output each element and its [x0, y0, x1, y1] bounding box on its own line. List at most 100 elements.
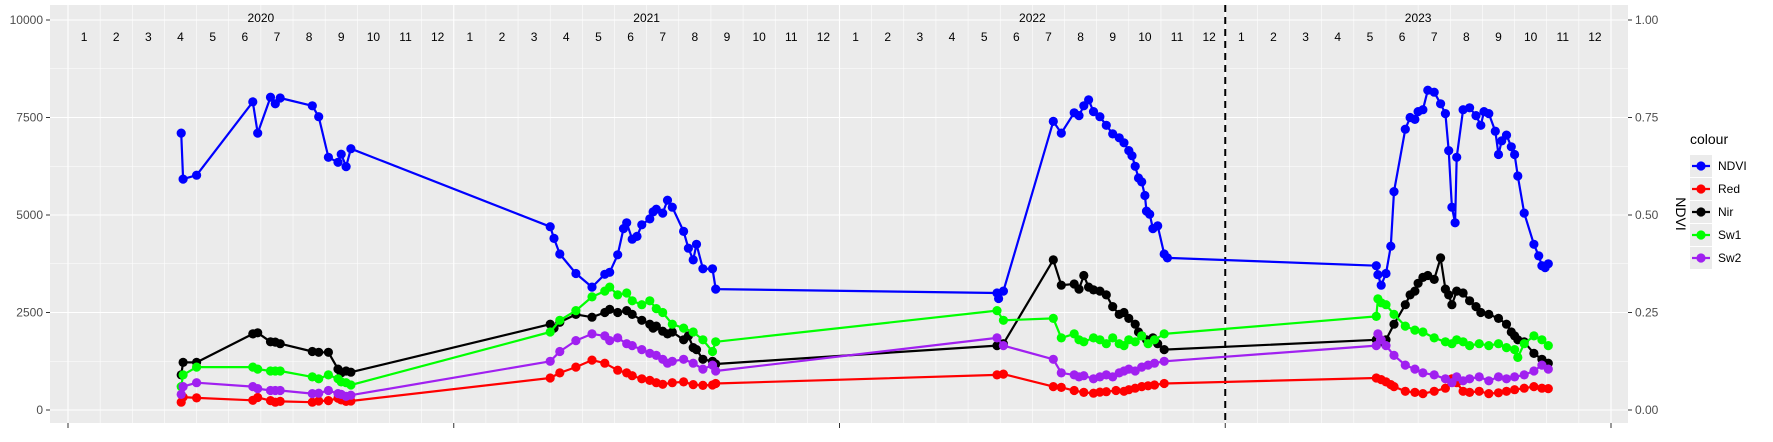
month-label: 2 [1270, 30, 1277, 44]
data-point [667, 327, 677, 337]
data-point [1493, 388, 1504, 398]
data-point [1519, 208, 1529, 218]
data-point [1386, 241, 1396, 251]
data-point [698, 335, 708, 345]
data-point [1474, 386, 1484, 396]
data-point [555, 346, 565, 357]
data-point [1465, 374, 1475, 384]
data-point [253, 328, 263, 338]
data-point [1476, 307, 1486, 318]
data-point [667, 378, 677, 388]
month-label: 1 [852, 30, 859, 44]
data-point [1501, 386, 1512, 396]
data-point [1418, 389, 1428, 399]
data-point [1429, 333, 1439, 343]
data-point [1447, 300, 1457, 310]
data-point [632, 231, 642, 241]
month-label: 11 [1557, 30, 1570, 44]
data-point [1119, 138, 1129, 148]
data-point [1513, 171, 1523, 181]
month-label: 9 [1495, 30, 1502, 44]
month-label: 12 [817, 30, 831, 44]
data-point [253, 364, 263, 374]
data-point [178, 382, 188, 392]
data-point [1440, 109, 1450, 119]
data-point [346, 367, 356, 377]
data-point [1056, 280, 1066, 290]
month-label: 10 [1524, 30, 1538, 44]
data-point [658, 379, 668, 389]
data-point [1476, 120, 1486, 130]
data-point [637, 220, 647, 230]
data-point [688, 255, 698, 265]
data-point [275, 385, 285, 396]
data-point [622, 288, 632, 298]
data-point [323, 152, 333, 162]
data-point [192, 393, 202, 403]
data-point [1529, 331, 1539, 341]
data-point [1429, 370, 1439, 380]
data-point [1484, 389, 1494, 399]
data-point [587, 312, 597, 322]
data-point [1400, 386, 1410, 396]
axes: 0 2500 5000 7500 10000 0.00 0.25 0.50 0.75 1.00 ND… [10, 13, 1689, 428]
data-point [545, 327, 555, 337]
legend-item-red: Red [1690, 178, 1740, 200]
month-label: 2 [499, 30, 506, 44]
data-point [1389, 350, 1399, 360]
data-point [1418, 368, 1428, 378]
legend-item-nir: Nir [1690, 201, 1733, 223]
data-point [545, 356, 555, 366]
data-point [1510, 149, 1520, 160]
data-point [1471, 111, 1481, 121]
y-tick-label-left: 2500 [16, 306, 43, 320]
legend-label: Red [1718, 182, 1740, 196]
month-label: 7 [1431, 30, 1438, 44]
data-point [1519, 339, 1529, 349]
data-point [683, 243, 694, 253]
data-point [1534, 251, 1544, 261]
data-point [637, 300, 647, 310]
month-label: 11 [1171, 30, 1184, 44]
data-point [555, 368, 565, 378]
data-point [1101, 339, 1111, 349]
data-point [314, 388, 324, 398]
month-label: 3 [145, 30, 152, 44]
data-point [998, 341, 1009, 351]
month-label: 11 [399, 30, 412, 44]
data-point [1465, 387, 1475, 397]
data-point [1529, 366, 1539, 376]
data-point [688, 327, 698, 337]
data-point [336, 149, 346, 159]
data-point [1389, 319, 1399, 329]
data-point [1543, 364, 1553, 374]
data-point [192, 378, 202, 388]
data-point [1095, 112, 1105, 122]
series-ndvi [176, 85, 1553, 304]
month-label: 11 [785, 30, 798, 44]
data-point [1436, 253, 1446, 263]
month-label: 10 [752, 30, 766, 44]
data-point [1048, 354, 1058, 364]
data-point [698, 380, 708, 390]
data-point [711, 284, 721, 294]
data-point [555, 249, 565, 259]
month-label: 6 [1399, 30, 1406, 44]
data-point [1056, 368, 1066, 378]
data-point [545, 222, 555, 232]
data-point [1149, 380, 1160, 390]
data-point [1484, 309, 1494, 319]
data-point [1127, 151, 1137, 161]
month-label: 3 [531, 30, 538, 44]
data-point [1400, 321, 1410, 331]
data-point [1410, 286, 1420, 296]
data-point [275, 339, 285, 349]
data-point [1529, 382, 1539, 392]
data-point [1101, 290, 1111, 300]
data-point [545, 373, 555, 383]
data-point [1501, 374, 1512, 384]
data-point [613, 290, 623, 300]
data-point [1056, 128, 1066, 138]
data-point [1510, 345, 1520, 355]
